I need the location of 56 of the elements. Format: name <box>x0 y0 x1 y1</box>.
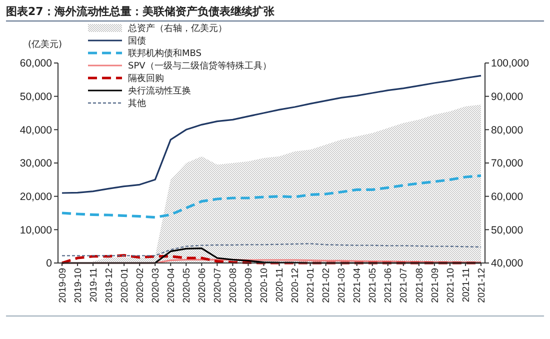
x-tick-label: 2021-09 <box>430 268 441 303</box>
x-tick-label: 2020-04 <box>166 268 177 303</box>
legend-label: 联邦机构债和MBS <box>128 48 202 60</box>
x-tick-label: 2020-03 <box>150 268 162 303</box>
line-series <box>60 174 482 219</box>
x-tick-label: 2020-08 <box>228 268 240 303</box>
y-tick-label: 30,000 <box>20 158 52 170</box>
legend-label: 央行流动性互换 <box>128 86 191 97</box>
line-series <box>61 248 482 264</box>
y-tick-label: 0 <box>46 258 52 270</box>
legend-label: 隔夜回购 <box>128 73 164 84</box>
y2-tick-label: 70,000 <box>491 158 524 170</box>
x-tick-label: 2019-11 <box>88 268 100 302</box>
x-tick-label: 2020-09 <box>244 268 255 303</box>
legend-label: 总资产（右轴，亿美元） <box>127 23 227 34</box>
line-series <box>60 254 482 264</box>
x-tick-label: 2021-07 <box>398 268 410 303</box>
y-tick-label: 10,000 <box>20 224 52 236</box>
legend-label: 国债 <box>128 36 146 47</box>
y-tick-label: 60,000 <box>20 58 52 70</box>
x-tick-label: 2020-07 <box>212 268 224 303</box>
y-axis-title: (亿美元) <box>28 39 62 50</box>
x-tick-label: 2021-10 <box>445 268 456 303</box>
x-tick-label: 2021-03 <box>336 268 348 303</box>
y-tick-label: 50,000 <box>20 91 52 104</box>
x-tick-label: 2019-09 <box>57 268 68 303</box>
legend-label: SPV（一级与二级信贷等特殊工具） <box>128 60 272 72</box>
x-tick-label: 2020-05 <box>181 268 192 303</box>
y2-tick-label: 50,000 <box>491 224 524 236</box>
x-tick-label: 2021-05 <box>368 268 379 303</box>
x-tick-label: 2021-04 <box>352 268 364 303</box>
x-tick-label: 2021-06 <box>383 268 394 303</box>
x-tick-label: 2021-01 <box>306 268 317 303</box>
legend-label: 其他 <box>128 98 146 110</box>
y2-tick-label: 80,000 <box>491 124 524 136</box>
y2-tick-label: 60,000 <box>491 191 524 204</box>
x-tick-label: 2020-06 <box>196 268 208 303</box>
x-tick-label: 2019-12 <box>104 268 115 303</box>
x-tick-label: 2020-10 <box>259 268 270 303</box>
y-tick-label: 20,000 <box>20 191 52 204</box>
line-series <box>61 74 482 194</box>
y2-tick-label: 90,000 <box>491 91 524 104</box>
x-tick-label: 2021-08 <box>414 268 426 303</box>
x-tick-label: 2021-11 <box>460 268 472 302</box>
x-tick-label: 2020-01 <box>119 268 130 303</box>
x-tick-label: 2020-02 <box>134 268 146 303</box>
x-tick-label: 2019-10 <box>72 268 84 303</box>
y-tick-label: 40,000 <box>20 124 52 136</box>
x-tick-label: 2021-02 <box>321 268 332 303</box>
chart-title: 图表27：海外流动性总量：美联储资产负债表继续扩张 <box>6 5 276 18</box>
x-tick-label: 2021-12 <box>476 268 488 303</box>
y2-tick-label: 100,000 <box>491 58 530 70</box>
x-tick-label: 2020-11 <box>274 268 286 302</box>
y2-tick-label: 40,000 <box>491 258 524 270</box>
line-series <box>61 243 482 256</box>
x-tick-label: 2020-12 <box>290 268 302 303</box>
